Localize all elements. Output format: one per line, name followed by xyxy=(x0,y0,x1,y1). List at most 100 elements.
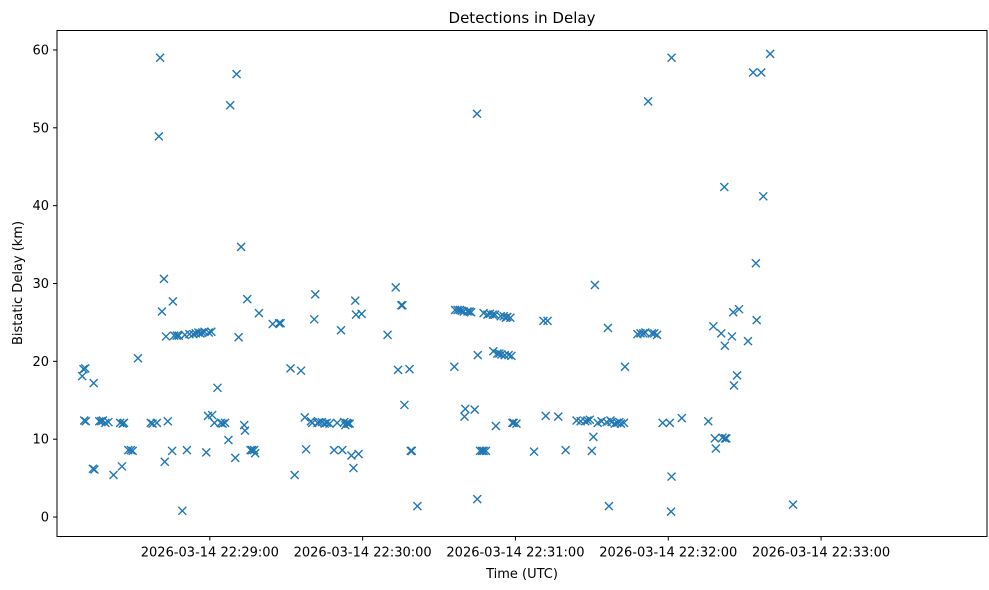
data-point xyxy=(126,445,136,455)
data-point xyxy=(254,308,264,318)
data-point xyxy=(652,330,662,340)
data-point xyxy=(509,418,519,428)
x-tick-label: 2026-03-14 22:29:00 xyxy=(141,546,279,561)
data-point xyxy=(154,131,164,141)
data-point xyxy=(721,433,731,443)
data-point xyxy=(223,435,233,445)
data-point xyxy=(665,418,675,428)
data-point xyxy=(407,446,417,456)
data-point xyxy=(667,53,677,63)
data-point xyxy=(470,405,480,415)
data-point xyxy=(720,433,730,443)
data-point xyxy=(667,472,677,482)
data-point xyxy=(78,364,88,374)
data-point xyxy=(250,448,260,458)
data-point xyxy=(460,412,470,422)
data-point xyxy=(720,341,730,351)
y-tick-label: 20 xyxy=(32,355,49,370)
data-point xyxy=(345,419,355,429)
data-point xyxy=(472,109,482,119)
data-point xyxy=(511,419,521,429)
data-point xyxy=(677,413,687,423)
data-point xyxy=(505,313,515,323)
data-point xyxy=(155,53,165,63)
data-point xyxy=(177,506,187,516)
data-point xyxy=(405,364,414,374)
data-point xyxy=(207,410,217,420)
data-point xyxy=(109,470,119,480)
data-point xyxy=(232,69,242,79)
data-point xyxy=(103,417,113,427)
data-point xyxy=(383,330,393,340)
data-point xyxy=(80,363,90,373)
data-point xyxy=(538,316,548,326)
x-tick-label: 2026-03-14 22:30:00 xyxy=(294,546,432,561)
data-point xyxy=(708,321,718,331)
data-point xyxy=(309,314,319,324)
data-point xyxy=(230,453,240,463)
data-point xyxy=(276,318,286,328)
data-point xyxy=(119,418,129,428)
data-point xyxy=(397,300,407,310)
data-point xyxy=(449,362,459,372)
data-point xyxy=(529,447,539,457)
data-point xyxy=(585,415,595,425)
x-tick-label: 2026-03-14 22:31:00 xyxy=(446,546,584,561)
data-point xyxy=(133,353,143,363)
x-tick-label: 2026-03-14 22:33:00 xyxy=(752,546,890,561)
y-tick-label: 30 xyxy=(32,277,49,292)
data-point xyxy=(588,432,598,442)
data-point xyxy=(391,282,401,292)
data-point xyxy=(167,446,177,456)
data-point xyxy=(477,446,487,456)
data-point xyxy=(711,444,721,454)
data-point xyxy=(159,274,169,284)
data-point xyxy=(604,501,614,511)
data-point xyxy=(218,419,228,429)
data-point xyxy=(89,378,99,388)
data-point xyxy=(343,419,353,429)
data-point xyxy=(460,404,470,414)
x-tick-label: 2026-03-14 22:32:00 xyxy=(599,546,737,561)
y-tick-label: 50 xyxy=(32,121,49,136)
data-point xyxy=(765,49,775,59)
data-point xyxy=(206,327,216,337)
data-point xyxy=(638,328,648,338)
data-point xyxy=(128,446,138,456)
y-tick-label: 40 xyxy=(32,199,49,214)
data-point xyxy=(406,446,416,456)
data-point xyxy=(488,310,498,320)
data-point xyxy=(336,325,346,335)
data-point xyxy=(148,419,158,429)
data-point xyxy=(643,96,653,106)
data-point xyxy=(246,445,256,455)
data-point xyxy=(357,309,367,319)
y-axis-label: Bistatic Delay (km) xyxy=(11,221,26,345)
data-point xyxy=(466,307,476,317)
data-point xyxy=(396,300,406,310)
data-point xyxy=(296,366,306,376)
data-point xyxy=(172,331,182,341)
data-point xyxy=(322,418,332,428)
data-point xyxy=(329,445,339,455)
data-point xyxy=(748,68,758,78)
data-point xyxy=(727,331,737,341)
data-point xyxy=(161,331,171,341)
data-point xyxy=(647,328,657,338)
plot-area-frame xyxy=(56,30,988,537)
data-point xyxy=(204,328,214,338)
data-point xyxy=(168,296,178,306)
data-point xyxy=(182,445,192,455)
data-point xyxy=(496,349,506,359)
chart-title: Detections in Delay xyxy=(449,9,596,27)
data-point xyxy=(346,451,356,461)
data-point xyxy=(286,363,296,373)
data-point xyxy=(703,416,713,426)
data-point xyxy=(240,426,250,436)
data-point xyxy=(710,433,720,443)
data-point xyxy=(479,446,489,456)
data-point xyxy=(115,418,125,428)
data-point xyxy=(734,304,744,314)
data-point xyxy=(348,463,358,473)
